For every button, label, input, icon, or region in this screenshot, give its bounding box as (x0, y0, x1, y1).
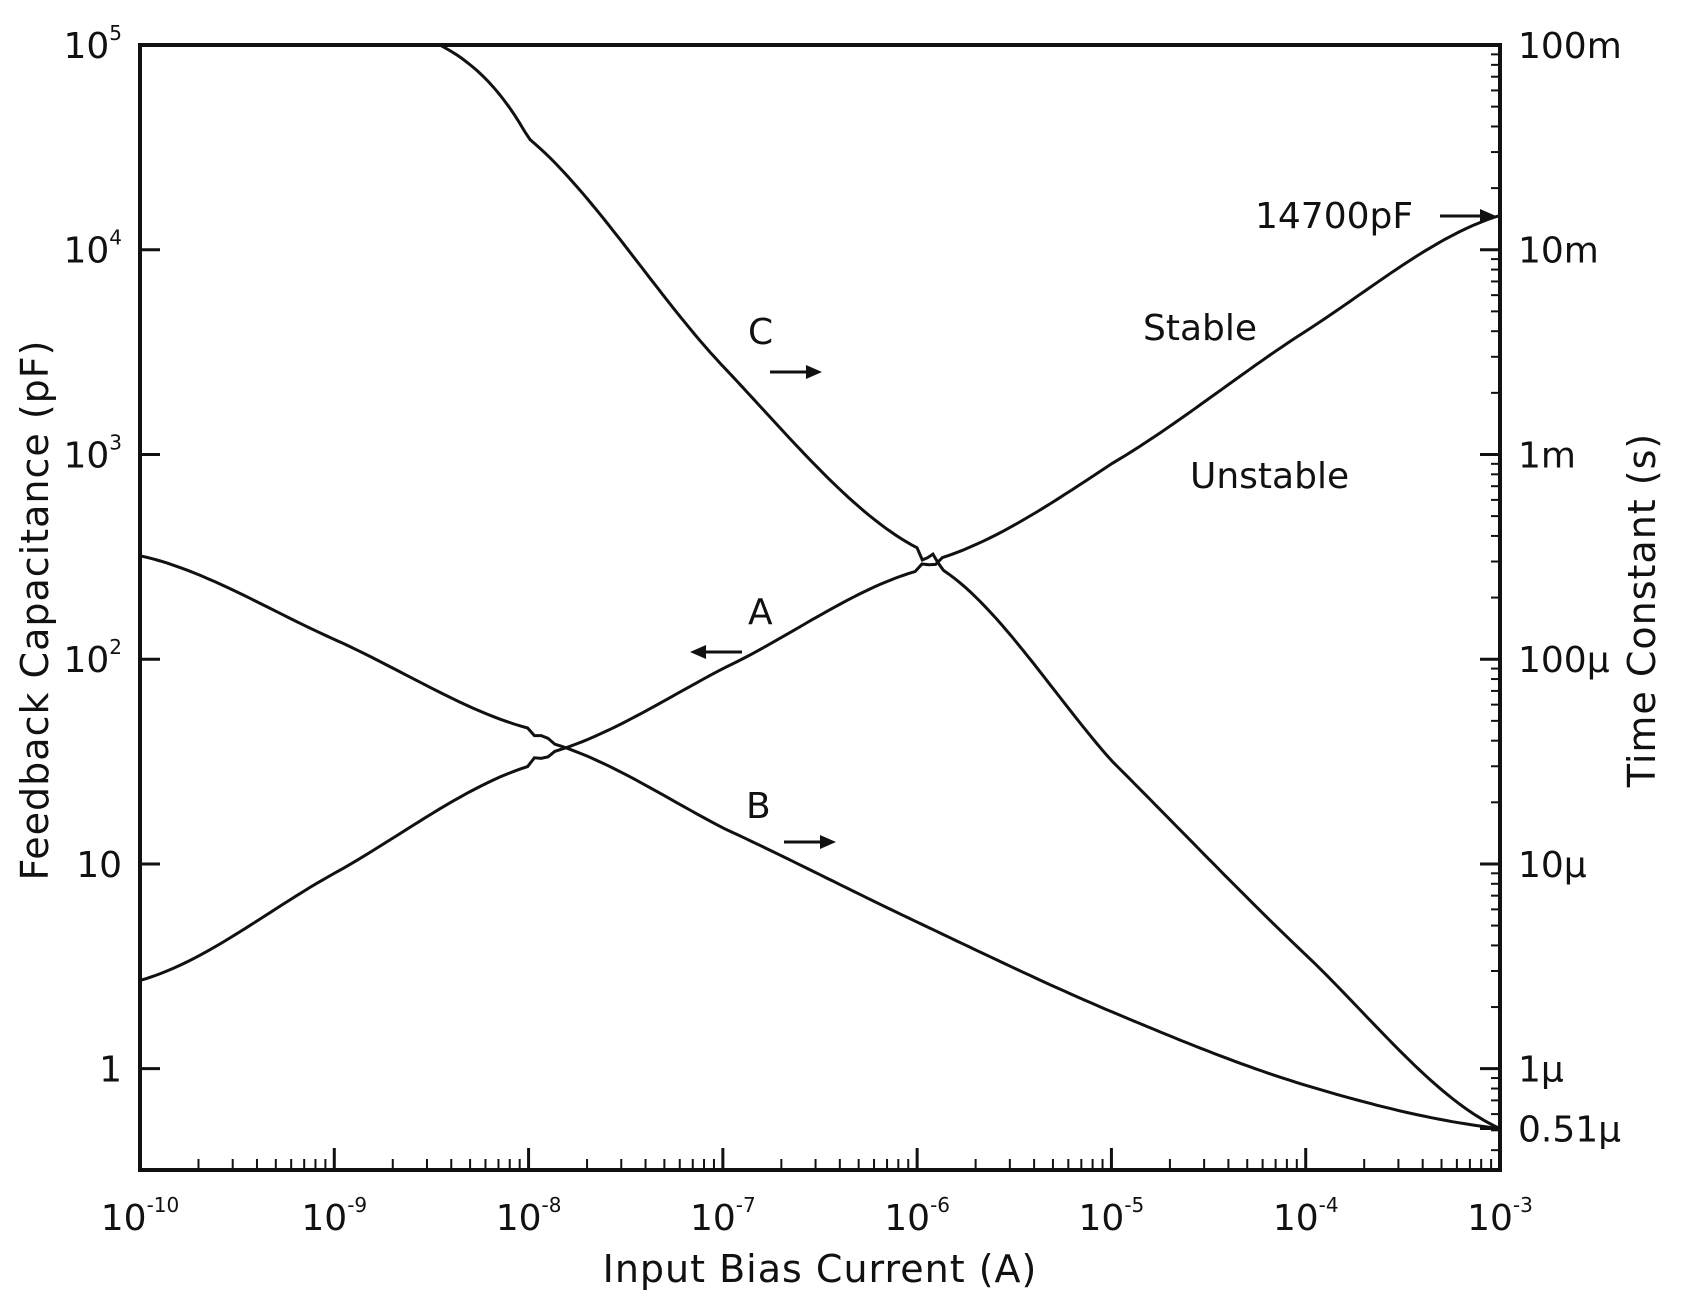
series-line-a (139, 214, 1501, 982)
y-left-tick-label: 102 (63, 635, 122, 681)
data-series (139, 43, 1501, 1131)
y-right-tick-label: 10m (1518, 231, 1599, 272)
annotation-a: A (690, 592, 773, 659)
y-left-tick-label: 10 (76, 845, 122, 886)
y-axis-label-left: Feedback Capacitance (pF) (13, 340, 57, 881)
series-line-b (139, 554, 1501, 1131)
y-right-tick-label: 1m (1518, 435, 1576, 476)
y-right-tick-label: 10μ (1518, 845, 1587, 886)
curve-a-arrowhead (690, 645, 706, 659)
unstable-region-label: Unstable (1190, 456, 1349, 497)
x-tick-label: 10-5 (1079, 1193, 1145, 1239)
stable-region-label: Stable (1143, 308, 1257, 349)
y-right-tick-label: 1μ (1518, 1050, 1564, 1091)
y-right-tick-label: 100m (1518, 26, 1622, 67)
max-capacitance-label: 14700pF (1255, 196, 1413, 237)
y-right-tick-label: 100μ (1518, 640, 1610, 681)
annotation-c: C (748, 312, 822, 379)
tick-labels: 10-10 10-9 10-8 10-7 10-6 10-5 10-4 10-3 1 10 102 1… (63, 21, 1621, 1239)
plot-frame (138, 43, 1502, 1172)
curve-c-label: C (748, 312, 773, 353)
y-left-tick-label: 103 (63, 430, 122, 476)
x-tick-label: 10-9 (301, 1193, 367, 1239)
x-tick-label: 10-10 (101, 1193, 179, 1239)
curve-c-arrowhead (806, 365, 822, 379)
y-right-tick-label: 0.51μ (1518, 1110, 1621, 1151)
max-capacitance-arrowhead (1480, 209, 1496, 223)
y-left-tick-label: 104 (63, 226, 122, 272)
curve-b-label: B (746, 786, 771, 827)
y-left-tick-label: 105 (63, 21, 122, 67)
curve-a-label: A (748, 592, 773, 633)
x-axis-label: Input Bias Current (A) (603, 1247, 1038, 1291)
series-line-c (439, 43, 1501, 1130)
x-tick-label: 10-4 (1273, 1193, 1339, 1239)
annotation-b: B (746, 786, 836, 849)
x-tick-label: 10-7 (690, 1193, 756, 1239)
curve-b-arrowhead (820, 835, 836, 849)
y-axis-label-right: Time Constant (s) (1620, 433, 1664, 788)
annotation-14700pf: 14700pF (1255, 196, 1496, 237)
x-tick-label: 10-8 (496, 1193, 562, 1239)
x-tick-label: 10-3 (1467, 1193, 1533, 1239)
x-tick-label: 10-6 (884, 1193, 950, 1239)
y-left-tick-label: 1 (99, 1050, 122, 1091)
